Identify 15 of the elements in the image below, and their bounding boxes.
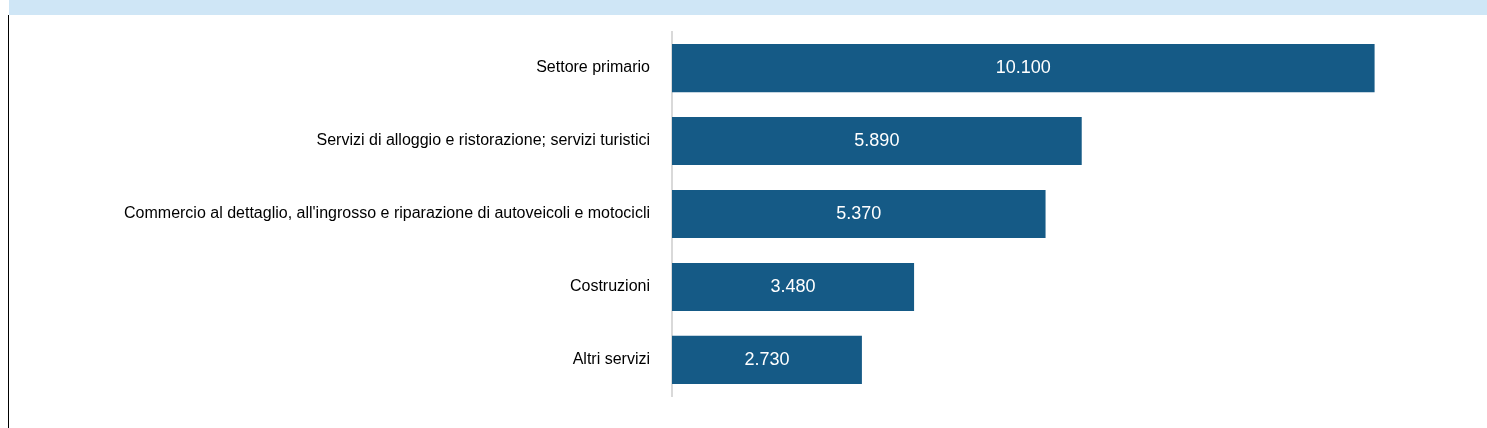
- data-label: 5.370: [836, 202, 882, 223]
- bar: [672, 189, 1046, 239]
- data-label: 5.890: [854, 130, 900, 151]
- bar: [672, 262, 915, 312]
- bar: [672, 116, 1082, 166]
- bar: [672, 44, 1375, 93]
- data-label: 10.100: [995, 57, 1051, 78]
- bar: [672, 335, 862, 384]
- y-tick-label: Servizi di alloggio e ristorazione; servizi turistici: [316, 131, 650, 149]
- y-tick-label: Altri servizi: [572, 350, 650, 368]
- y-tick-label: Commercio al dettaglio, all'ingrosso e riparazione di autoveicoli e motocicli: [124, 204, 650, 222]
- data-label: 3.480: [770, 275, 816, 296]
- y-tick-label: Settore primario: [536, 58, 651, 76]
- data-label: 2.730: [744, 348, 790, 369]
- y-tick-label: Costruzioni: [569, 277, 650, 295]
